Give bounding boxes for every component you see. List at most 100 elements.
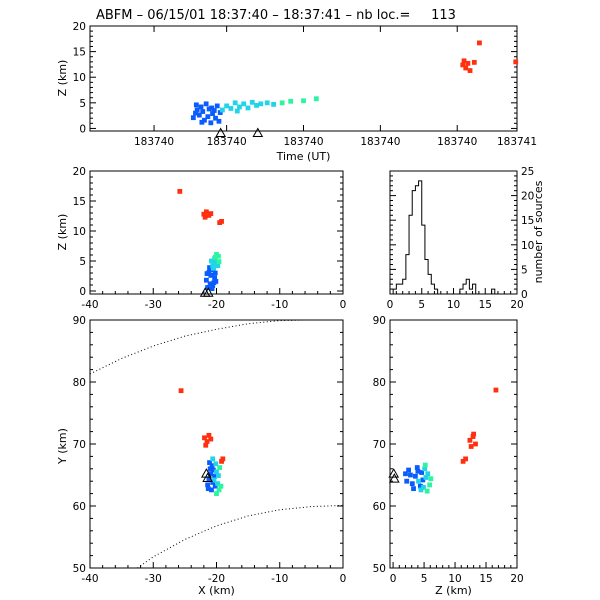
x-tick-label: -10 <box>271 299 288 311</box>
source-point <box>215 481 221 487</box>
source-point <box>419 470 424 475</box>
source-point <box>413 473 418 479</box>
source-point <box>205 285 211 290</box>
source-point <box>288 98 294 104</box>
x-tick-label: 183740 <box>207 136 247 148</box>
y-tick-label: 25 <box>521 166 534 178</box>
source-point <box>420 477 426 483</box>
source-point <box>203 209 209 215</box>
x-tick-label: -20 <box>208 299 225 311</box>
source-point <box>477 40 482 46</box>
source-point <box>427 482 433 488</box>
source-point <box>198 104 204 110</box>
source-point <box>217 110 223 115</box>
y-tick-label: 5 <box>79 256 86 268</box>
y-tick-label: 70 <box>373 439 386 451</box>
source-point <box>208 211 214 216</box>
source-point <box>467 68 473 73</box>
source-point <box>212 473 218 479</box>
x-tick-label: -30 <box>145 573 162 585</box>
time-height-panel: 183740 183740 183740 183740 183740 183741 0 5 10… <box>56 21 537 163</box>
source-point <box>215 263 221 269</box>
x-tick-label: 183741 <box>497 136 537 148</box>
source-point <box>463 65 469 71</box>
source-point <box>214 103 220 109</box>
source-point <box>213 461 219 467</box>
x-tick-label: 5 <box>418 299 425 311</box>
source-point <box>406 467 411 473</box>
y-tick-label: 5 <box>79 98 86 110</box>
source-point <box>208 273 214 278</box>
source-point <box>245 105 251 111</box>
source-point <box>228 106 234 111</box>
source-point <box>279 100 285 106</box>
source-point <box>468 444 474 449</box>
source-point <box>209 463 215 469</box>
source-point <box>216 487 222 493</box>
source-point <box>203 442 209 448</box>
source-point <box>417 483 423 489</box>
z-y-view-panel: 0 5 10 15 20 50 60 70 80 90 Z (km) <box>373 315 524 597</box>
x-tick-label: -40 <box>81 573 98 585</box>
source-point <box>203 277 209 283</box>
y-tick-label: 20 <box>521 191 534 203</box>
source-point <box>199 119 205 125</box>
station-triangle-icon <box>388 473 400 483</box>
y-tick-label: 70 <box>73 439 86 451</box>
source-point <box>249 99 255 105</box>
station-triangle-icon <box>201 468 212 478</box>
source-point <box>313 96 319 102</box>
figure-title: ABFM – 06/15/01 18:37:40 – 18:37:41 – nb… <box>96 8 456 23</box>
x-tick-label: 183740 <box>283 136 323 148</box>
y-axis-label: Z (km) <box>56 214 69 251</box>
source-point <box>211 280 217 285</box>
y-tick-label: 20 <box>73 166 86 178</box>
y-tick-label: 60 <box>73 501 86 513</box>
source-point <box>463 456 468 462</box>
y-tick-label: 10 <box>521 240 534 252</box>
station-triangle-icon <box>202 472 213 482</box>
source-point <box>204 271 210 276</box>
source-point <box>202 435 207 441</box>
source-point <box>461 58 467 64</box>
y-tick-label: 50 <box>373 563 386 575</box>
y-tick-label: 5 <box>521 264 528 276</box>
source-point <box>411 486 416 492</box>
source-point <box>471 59 477 65</box>
y-tick-label: 20 <box>73 21 86 33</box>
source-point <box>202 214 208 220</box>
source-point <box>213 115 218 121</box>
source-point <box>218 483 224 489</box>
source-point <box>460 458 466 464</box>
source-point <box>416 478 421 484</box>
x-tick-label: -40 <box>81 299 98 311</box>
source-point <box>258 101 264 107</box>
x-axis-label: X (km) <box>198 584 235 597</box>
source-point <box>193 110 198 116</box>
source-point <box>467 437 473 443</box>
source-point <box>209 487 214 493</box>
source-point <box>301 98 306 104</box>
source-point <box>473 441 478 447</box>
source-point <box>217 465 223 470</box>
source-point <box>208 471 214 477</box>
source-point <box>219 219 224 224</box>
station-triangle-icon <box>202 287 214 297</box>
source-point <box>224 103 230 109</box>
plot-frame <box>89 319 344 569</box>
source-point <box>424 488 430 494</box>
source-point <box>513 59 519 65</box>
source-point <box>177 189 183 194</box>
x-tick-label: 0 <box>340 299 347 311</box>
x-axis-label: Time (UT) <box>276 150 331 163</box>
source-point <box>215 473 221 479</box>
station-triangle-icon <box>388 468 400 478</box>
source-point <box>210 111 215 116</box>
source-point <box>465 60 471 66</box>
source-point <box>409 481 415 487</box>
source-point <box>408 472 413 478</box>
y-tick-label: 90 <box>373 315 386 327</box>
source-point <box>204 439 210 444</box>
x-tick-label: 183740 <box>360 136 400 148</box>
